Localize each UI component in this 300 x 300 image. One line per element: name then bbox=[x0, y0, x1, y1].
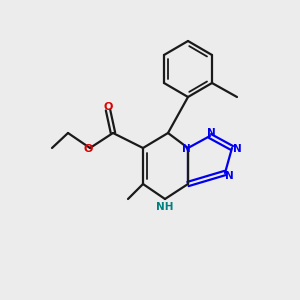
Text: N: N bbox=[207, 128, 215, 138]
Text: N: N bbox=[232, 144, 242, 154]
Text: O: O bbox=[83, 144, 93, 154]
Text: N: N bbox=[182, 144, 190, 154]
Text: N: N bbox=[225, 171, 233, 181]
Text: NH: NH bbox=[156, 202, 174, 212]
Text: O: O bbox=[103, 102, 113, 112]
